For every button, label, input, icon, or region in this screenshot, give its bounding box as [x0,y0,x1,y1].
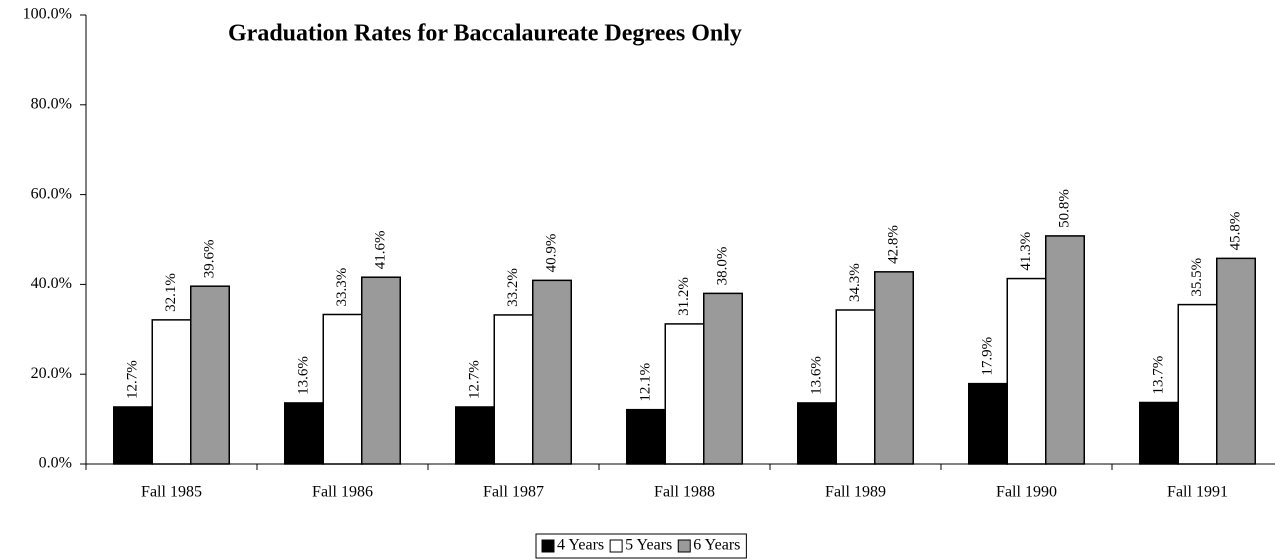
bar [835,309,876,465]
x-tick-label: Fall 1988 [654,484,715,501]
value-label: 12.7% [124,360,140,399]
x-tick-label: Fall 1985 [141,484,202,501]
bar [664,323,705,465]
x-tick-label: Fall 1987 [483,484,544,501]
value-label: 40.9% [543,234,559,273]
bar [322,313,363,465]
value-label: 35.5% [1189,258,1205,297]
value-label: 17.9% [979,337,995,376]
bar [532,279,572,465]
x-tick-label: Fall 1986 [312,484,373,501]
legend-box [535,533,747,559]
value-label: 34.3% [847,263,863,302]
value-label: 45.8% [1227,212,1243,251]
value-label: 13.6% [295,356,311,395]
bar [797,402,837,465]
bar [1177,303,1218,465]
value-label: 41.3% [1018,232,1034,271]
x-tick-label: Fall 1990 [996,484,1057,501]
bar [626,408,666,465]
value-label: 33.2% [505,268,521,307]
x-tick-label: Fall 1989 [825,484,886,501]
legend-label: 6 Years [693,537,740,554]
value-label: 32.1% [163,273,179,312]
bar [455,406,495,465]
bar [874,271,914,465]
bar [190,285,230,465]
legend-swatch [609,539,623,553]
value-label: 39.6% [201,239,217,278]
y-tick-label: 60.0% [31,185,72,202]
value-label: 33.3% [334,268,350,307]
bar [968,382,1008,465]
bar [1045,235,1085,465]
bar [361,276,401,465]
y-tick-label: 80.0% [31,95,72,112]
value-label: 50.8% [1056,189,1072,228]
value-label: 41.6% [372,230,388,269]
bar [151,319,192,465]
x-tick-label: Fall 1991 [1167,484,1228,501]
legend-label: 5 Years [625,537,672,554]
bar [1216,257,1256,465]
legend-swatch [677,539,691,553]
y-tick-label: 0.0% [39,455,72,472]
y-tick-label: 40.0% [31,275,72,292]
bar [493,314,534,465]
value-label: 12.1% [637,363,653,402]
y-tick-label: 100.0% [23,6,72,23]
bar [113,406,153,465]
value-label: 31.2% [676,277,692,316]
value-label: 13.7% [1150,356,1166,395]
value-label: 12.7% [466,360,482,399]
chart-title: Graduation Rates for Baccalaureate Degre… [228,21,742,47]
value-label: 38.0% [714,247,730,286]
y-tick-label: 20.0% [31,365,72,382]
value-label: 42.8% [885,225,901,264]
bar [284,402,324,465]
legend: 4 Years 5 Years 6 Years [535,533,747,559]
bar [1006,277,1047,465]
bar [703,292,743,465]
value-label: 13.6% [808,356,824,395]
legend-label: 4 Years [557,537,604,554]
legend-swatch [541,539,555,553]
bar [1139,401,1179,465]
